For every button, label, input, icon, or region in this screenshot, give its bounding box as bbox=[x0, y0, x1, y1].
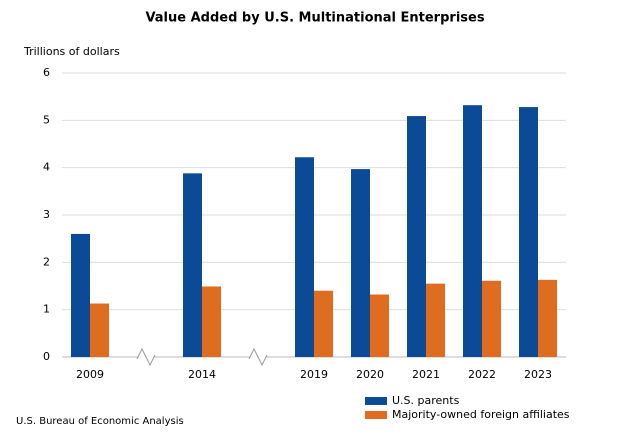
legend-swatch bbox=[365, 397, 387, 405]
axis-break bbox=[248, 347, 268, 367]
bar bbox=[295, 157, 314, 357]
x-tick-label: 2021 bbox=[412, 368, 440, 381]
y-tick-label: 3 bbox=[43, 208, 50, 221]
bar bbox=[538, 279, 557, 357]
bar bbox=[71, 233, 90, 357]
x-tick-label: 2019 bbox=[300, 368, 328, 381]
bar bbox=[519, 107, 538, 357]
bar bbox=[370, 294, 389, 357]
y-tick-label: 4 bbox=[43, 161, 50, 174]
axis-break bbox=[136, 347, 156, 367]
y-tick-label: 6 bbox=[43, 66, 50, 79]
y-tick-label: 5 bbox=[43, 113, 50, 126]
bar bbox=[183, 173, 202, 357]
y-axis-label: Trillions of dollars bbox=[23, 45, 120, 58]
bar bbox=[202, 286, 221, 357]
y-tick-label: 0 bbox=[43, 350, 50, 363]
bar bbox=[351, 169, 370, 357]
y-tick-label: 1 bbox=[43, 303, 50, 316]
legend-label: U.S. parents bbox=[392, 394, 460, 407]
x-tick-label: 2023 bbox=[524, 368, 552, 381]
bar bbox=[314, 290, 333, 357]
y-tick-label: 2 bbox=[43, 255, 50, 268]
bar bbox=[90, 303, 109, 357]
bar bbox=[463, 105, 482, 357]
x-tick-label: 2009 bbox=[76, 368, 104, 381]
legend-swatch bbox=[365, 411, 387, 419]
x-tick-label: 2020 bbox=[356, 368, 384, 381]
chart-title: Value Added by U.S. Multinational Enterp… bbox=[145, 11, 484, 26]
x-tick-label: 2022 bbox=[468, 368, 496, 381]
x-tick-label: 2014 bbox=[188, 368, 216, 381]
bar bbox=[426, 283, 445, 357]
source: U.S. Bureau of Economic Analysis bbox=[16, 416, 184, 427]
bar bbox=[482, 280, 501, 357]
bar bbox=[407, 116, 426, 357]
legend-label: Majority-owned foreign affiliates bbox=[392, 408, 570, 421]
